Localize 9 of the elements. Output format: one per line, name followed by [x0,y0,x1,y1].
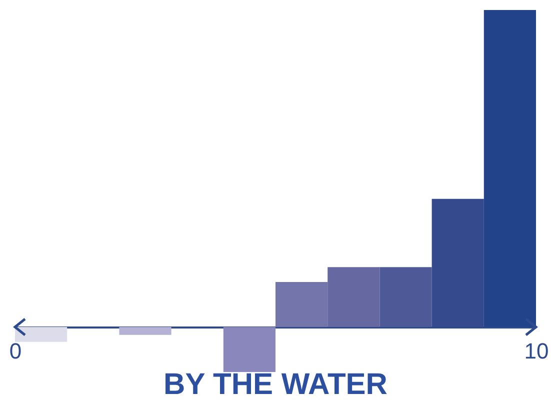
text: BY THE WATER [164,368,388,400]
bar [276,282,328,327]
x-tick-label: 0 [9,338,22,364]
bar [15,326,68,342]
x-tick-label: 10 [524,338,549,364]
bar [328,267,380,327]
bar [223,326,276,372]
bar [380,267,432,327]
bar [119,326,172,335]
